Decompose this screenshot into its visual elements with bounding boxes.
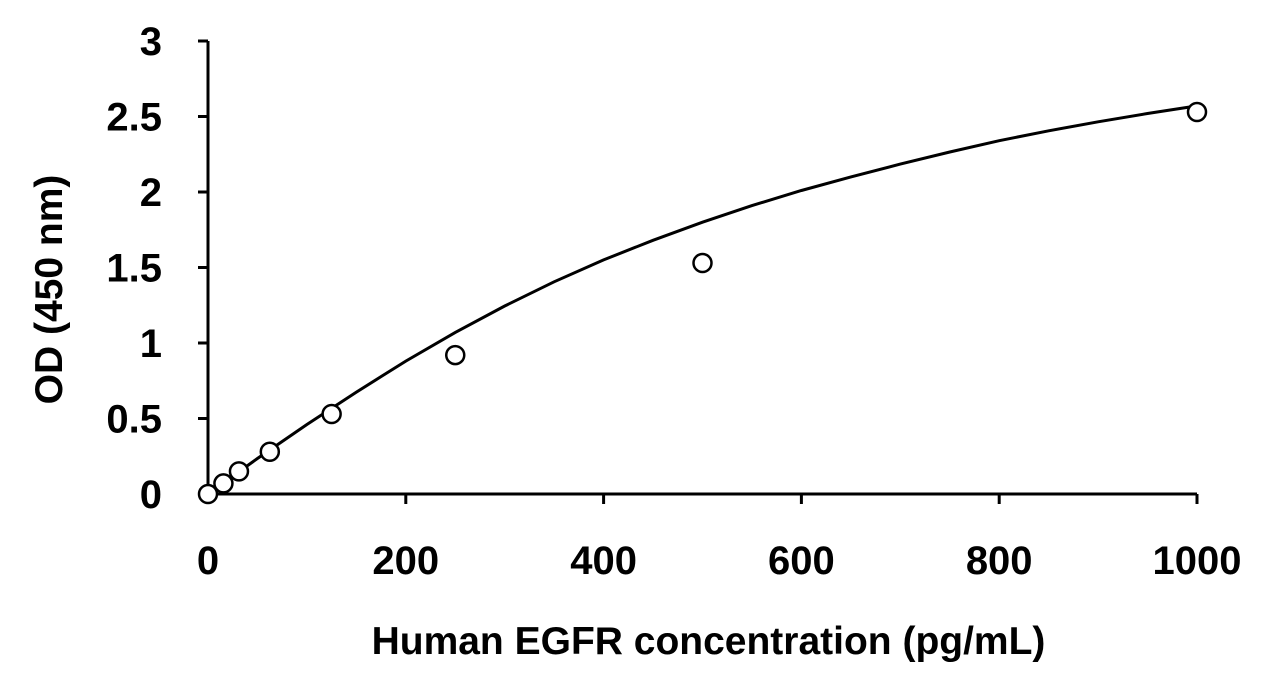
y-tick-label: 1 (140, 322, 162, 366)
data-point (321, 403, 342, 425)
x-tick-label: 0 (197, 539, 219, 583)
y-axis-title: OD (450 nm) (28, 175, 71, 405)
y-tick-label: 0 (140, 473, 162, 517)
data-point (213, 473, 234, 494)
y-ticks: 0 0.5 1 1.5 2 2.5 3 (106, 20, 208, 517)
x-tick-label: 200 (372, 539, 439, 583)
data-point (445, 344, 466, 366)
fit-curve-group (207, 104, 1198, 496)
y-tick-label: 2.5 (106, 96, 162, 140)
x-ticks: 0 200 400 600 800 1000 (197, 494, 1242, 583)
y-tick-label: 3 (140, 20, 162, 64)
y-tick-label: 2 (140, 171, 162, 215)
data-point (259, 441, 281, 462)
x-tick-label: 800 (966, 539, 1033, 583)
x-tick-label: 1000 (1153, 539, 1242, 583)
fit-curve-line (207, 104, 1198, 496)
y-tick-label: 1.5 (106, 247, 162, 291)
data-point (692, 252, 713, 274)
x-tick-label: 400 (570, 539, 637, 583)
x-tick-label: 600 (768, 539, 835, 583)
data-point (228, 461, 250, 482)
y-tick-label: 0.5 (106, 398, 162, 442)
x-axis-title: Human EGFR concentration (pg/mL) (372, 620, 1046, 663)
data-point (197, 483, 219, 505)
data-points (197, 101, 1208, 505)
data-point (1186, 101, 1208, 123)
